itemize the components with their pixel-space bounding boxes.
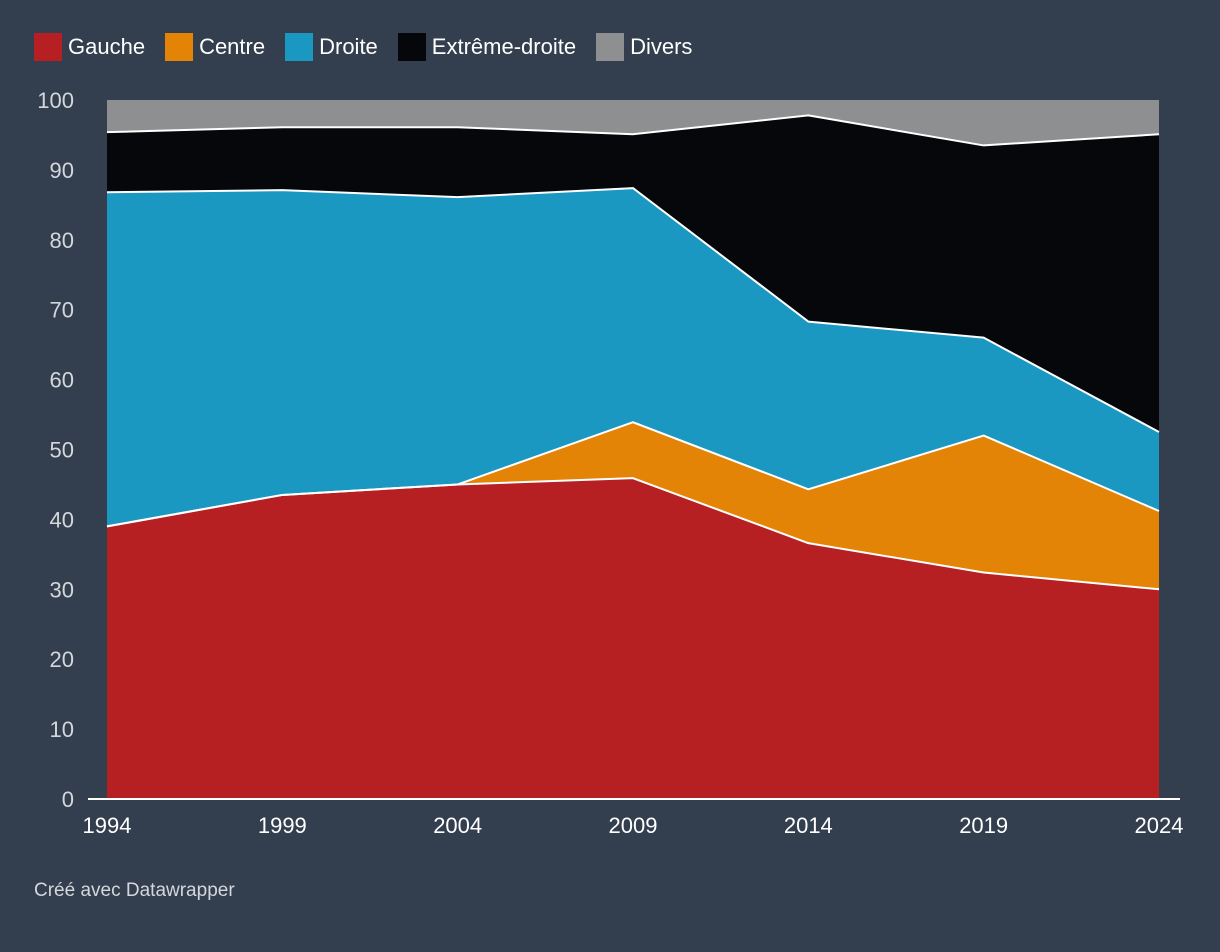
y-tick-label: 80 [50,228,74,253]
y-tick-label: 40 [50,507,74,532]
legend-item-gauche: Gauche [34,33,145,61]
legend-item-centre: Centre [165,33,265,61]
y-tick-label: 60 [50,368,74,393]
legend-swatch [397,33,426,61]
legend-item-droite: Droite [285,33,378,61]
x-tick-label: 2019 [959,813,1008,838]
y-tick-label: 50 [50,438,74,463]
legend-item-extreme-droite: Extrême-droite [397,33,577,61]
legend-swatch [34,33,62,61]
y-tick-label: 0 [62,787,74,812]
line-extreme-droite [106,114,1160,147]
legend-label: Divers [630,34,693,59]
y-tick-label: 100 [37,88,74,113]
x-axis: 1994 1999 2004 2009 2014 2019 2024 [83,813,1184,838]
line-centre [106,421,1160,528]
y-axis: 0 10 20 30 40 50 60 70 80 90 100 [37,88,74,812]
x-tick-label: 1999 [258,813,307,838]
area-chart: 0 10 20 30 40 50 60 70 80 90 100 1994 1999 2004 2009 20… [37,88,1184,838]
x-tick-label: 2014 [784,813,833,838]
y-tick-label: 70 [50,298,74,323]
legend-swatch [165,33,194,61]
area-droite [107,188,1159,527]
legend-label: Centre [199,34,266,59]
y-tick-label: 10 [50,717,74,742]
area-layers [107,100,1159,799]
x-tick-label: 2024 [1135,813,1184,838]
x-tick-label: 1994 [83,813,132,838]
y-tick-label: 20 [50,647,74,672]
y-tick-label: 90 [50,158,74,183]
legend-label: Droite [319,34,378,59]
x-tick-label: 2004 [433,813,482,838]
area-centre [107,422,1159,590]
area-divers [107,100,1159,146]
footer-credit: Créé avec Datawrapper [34,880,235,901]
legend: Gauche Centre Droite Extrême-droite Divers [34,33,712,61]
legend-swatch [596,33,625,61]
line-droite [106,187,1160,433]
legend-label: Extrême-droite [431,34,577,59]
separator-lines [106,114,1160,591]
legend-swatch [285,33,314,61]
area-extreme-droite [107,115,1159,433]
y-tick-label: 30 [50,577,74,602]
legend-item-divers: Divers [596,33,692,61]
x-tick-label: 2009 [609,813,658,838]
legend-label: Gauche [68,34,146,59]
